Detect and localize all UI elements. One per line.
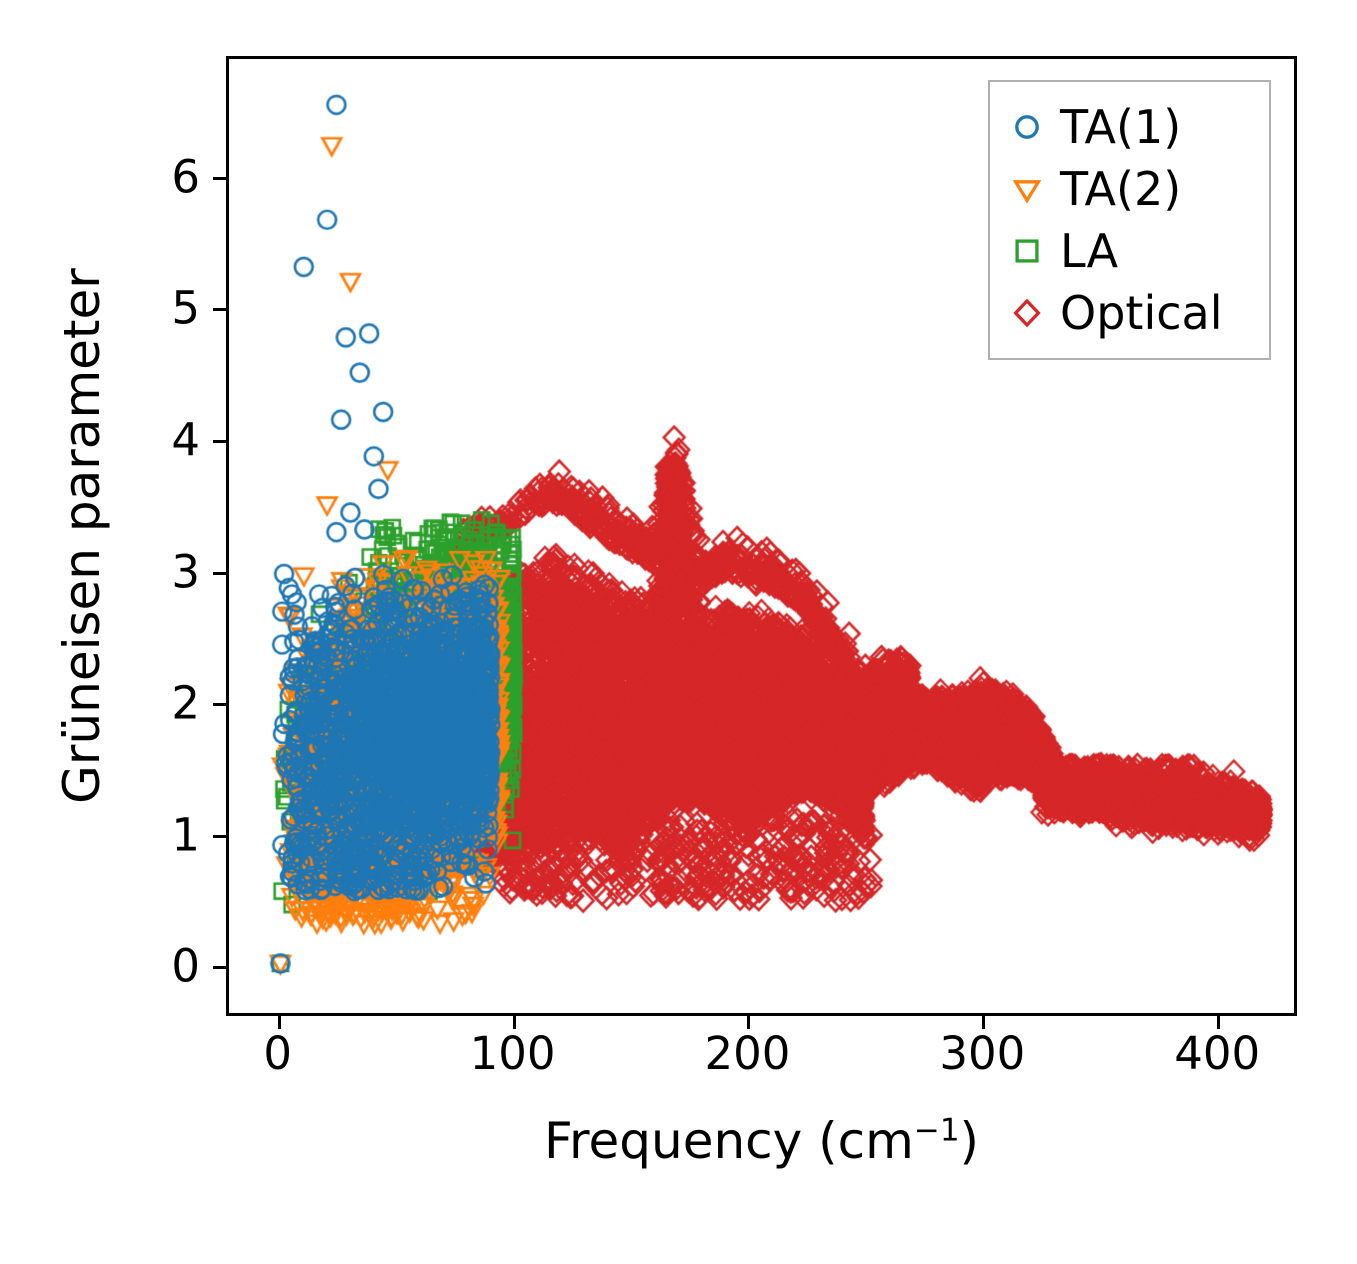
y-tick-4 [213,440,226,443]
x-tick-200 [747,1016,751,1029]
x-axis-label-tail: ) [959,1112,980,1170]
legend-item-ta1[interactable]: TA(1) [1004,96,1253,158]
y-ticklabel-5: 5 [171,281,200,335]
x-ticklabel-100: 100 [469,1027,556,1080]
legend-label: TA(1) [1060,100,1182,154]
x-tick-300 [982,1016,986,1029]
x-axis-label-base: Frequency (cm [543,1112,914,1170]
x-tick-400 [1217,1016,1221,1029]
x-tick-100 [512,1016,516,1029]
y-tick-3 [213,571,226,575]
legend-item-optical[interactable]: Optical [1004,282,1253,344]
diamond-open-icon [1004,290,1050,336]
y-ticklabel-4: 4 [171,413,200,467]
y-ticklabel-0: 0 [171,939,200,993]
y-ticklabel-6: 6 [171,150,200,204]
x-tick-0 [277,1016,281,1029]
x-ticklabel-300: 300 [939,1027,1026,1080]
y-tick-6 [213,176,226,180]
legend-label: Optical [1060,286,1223,340]
legend-item-ta2[interactable]: TA(2) [1004,158,1253,220]
y-ticklabel-2: 2 [171,676,200,730]
triangle-down-open-icon [1004,166,1050,212]
x-ticklabel-400: 400 [1174,1027,1261,1080]
y-ticklabel-1: 1 [171,808,200,862]
y-ticklabel-3: 3 [171,545,200,598]
x-ticklabel-0: 0 [263,1027,292,1080]
y-tick-2 [213,703,226,706]
x-axis-label: Frequency (cm−1) [226,1112,1297,1170]
circle-open-icon [1004,104,1050,150]
legend-label: TA(2) [1060,162,1182,216]
y-axis-label: Grüneisen parameter [53,268,111,804]
y-tick-5 [213,308,226,312]
square-open-icon [1004,228,1050,274]
chart-legend: TA(1) TA(2) LA Optical [988,80,1271,360]
y-tick-0 [213,966,226,970]
x-ticklabel-200: 200 [704,1027,791,1080]
y-tick-1 [213,834,226,838]
legend-label: LA [1060,224,1119,278]
legend-item-la[interactable]: LA [1004,220,1253,282]
x-axis-label-exponent: −1 [913,1112,960,1149]
